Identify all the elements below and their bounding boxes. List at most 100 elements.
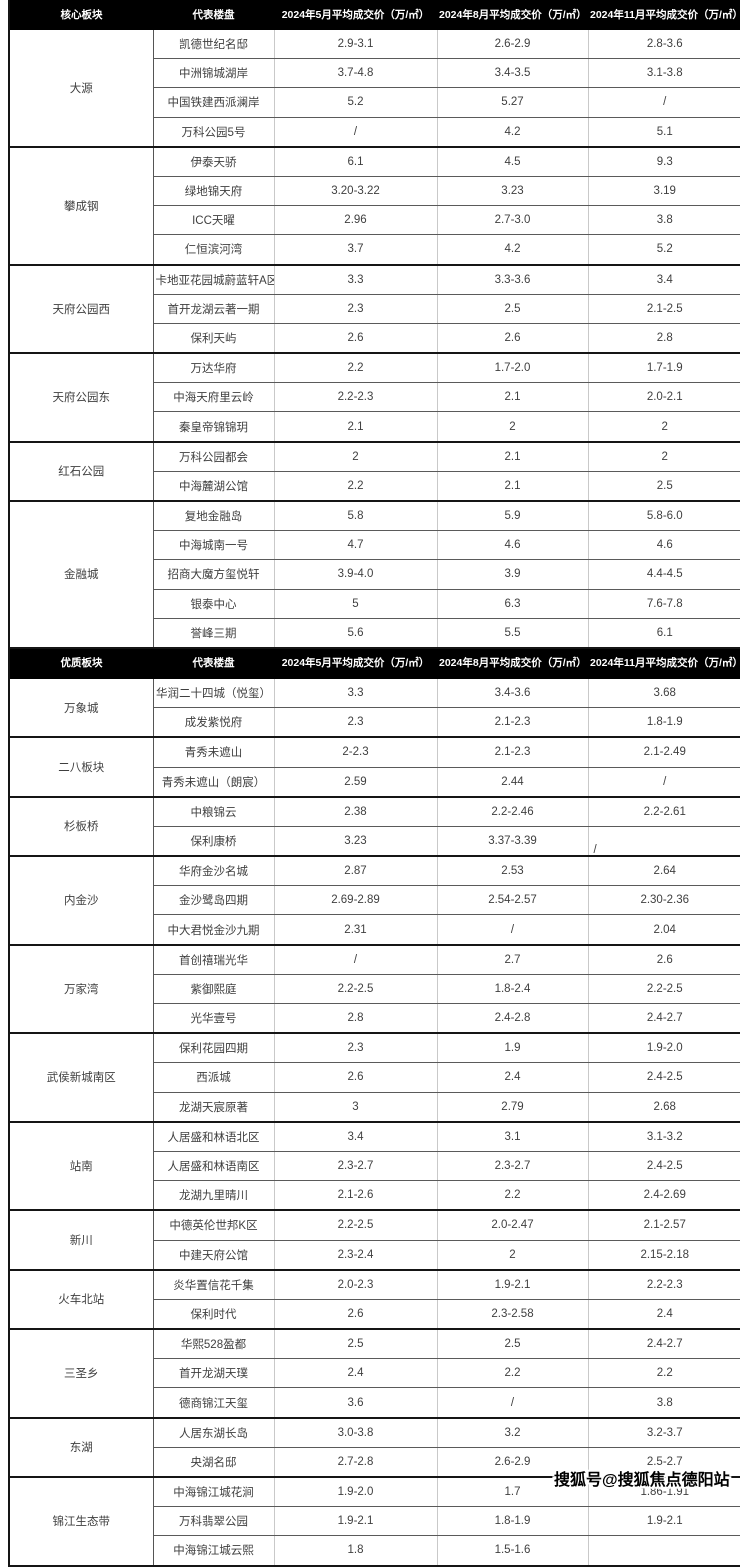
price-aug-cell: 2.54-2.57 (436, 885, 588, 916)
header-area: 核心板块 (9, 0, 153, 30)
header-may: 2024年5月平均成交价（万/㎡） (274, 647, 437, 679)
price-nov-cell: 2.1-2.5 (587, 294, 740, 324)
property-cell: 紫御熙庭 (153, 974, 274, 1005)
price-nov-cell: 6.1 (587, 618, 740, 649)
price-may-cell: 3.0-3.8 (273, 1417, 437, 1448)
property-cell: 青秀未遮山 (153, 737, 274, 768)
price-aug-cell: 2 (436, 1240, 588, 1271)
property-cell: 银泰中心 (153, 589, 274, 619)
price-may-cell: 3.3 (273, 678, 437, 709)
table-row: 西派城 2.6 2.4 2.4-2.5 (9, 1062, 740, 1093)
price-nov-cell: 2.0-2.1 (587, 382, 740, 413)
price-may-cell: 2.69-2.89 (273, 885, 437, 916)
price-may-cell: 2.5 (273, 1329, 437, 1360)
area-cell: 天府公园东 (9, 353, 154, 443)
price-nov-cell: 2.4-2.7 (587, 1329, 740, 1360)
price-nov-cell (587, 1535, 740, 1567)
price-may-cell: 1.9-2.0 (273, 1477, 437, 1508)
table-row: 金沙鹭岛四期 2.69-2.89 2.54-2.57 2.30-2.36 (9, 885, 740, 916)
property-cell: 青秀未遮山（朗宸） (153, 767, 274, 798)
property-cell: 华润二十四城（悦玺） (153, 678, 274, 709)
price-aug-cell: 2.44 (436, 767, 588, 798)
price-aug-cell: 4.2 (436, 234, 588, 266)
area-cell: 红石公园 (9, 441, 154, 503)
pricing-table-container: 核心板块 代表楼盘 2024年5月平均成交价（万/㎡） 2024年8月平均成交价（万/… (8, 0, 740, 1567)
price-nov-cell: 3.19 (587, 176, 740, 207)
header-aug: 2024年8月平均成交价（万/㎡） (437, 647, 588, 679)
price-aug-cell: 3.3-3.6 (436, 264, 588, 295)
area-cell: 新川 (9, 1210, 154, 1271)
price-aug-cell: 2.5 (436, 294, 588, 324)
price-aug-cell: 2.2-2.46 (436, 796, 588, 827)
property-cell: 伊泰天骄 (153, 146, 274, 177)
property-cell: 保利花园四期 (153, 1033, 274, 1064)
price-aug-cell: 3.4-3.5 (436, 58, 588, 89)
area-cell: 万象城 (9, 678, 154, 739)
price-may-cell: 1.8 (273, 1535, 437, 1567)
price-aug-cell: 2.6-2.9 (436, 1447, 588, 1478)
price-aug-cell: 2.3-2.58 (436, 1299, 588, 1331)
price-aug-cell: 3.2 (436, 1417, 588, 1448)
price-aug-cell: 2.4-2.8 (436, 1003, 588, 1035)
table-row: 人居盛和林语南区 2.3-2.7 2.3-2.7 2.4-2.5 (9, 1151, 740, 1182)
price-may-cell: 2.3 (273, 707, 437, 739)
price-aug-cell: 1.8-2.4 (436, 974, 588, 1005)
price-nov-cell: 2 (587, 411, 740, 443)
price-may-cell: 3.4 (273, 1121, 437, 1152)
header-aug: 2024年8月平均成交价（万/㎡） (437, 0, 588, 30)
property-cell: 复地金融岛 (153, 501, 274, 532)
price-nov-cell: 1.7-1.9 (587, 353, 740, 384)
price-aug-cell: 4.5 (436, 146, 588, 177)
price-nov-cell: / (587, 767, 740, 798)
table-row: 二八板块 青秀未遮山 2-2.3 2.1-2.3 2.1-2.49 (9, 737, 740, 798)
price-aug-cell: 4.2 (436, 117, 588, 148)
price-nov-cell: 2.4-2.5 (587, 1151, 740, 1182)
property-cell: 誉峰三期 (153, 618, 274, 649)
property-cell: 首开龙湖云著一期 (153, 294, 274, 324)
property-cell: 万科翡翠公园 (153, 1506, 274, 1537)
area-cell: 内金沙 (9, 856, 154, 946)
table-row: 东湖 人居东湖长岛 3.0-3.8 3.2 3.2-3.7 (9, 1417, 740, 1479)
price-may-cell: 2.3-2.4 (273, 1240, 437, 1271)
table-row: 中大君悦金沙九期 2.31/2.04 (9, 914, 740, 946)
price-nov-cell: 4.4-4.5 (587, 559, 740, 590)
price-nov-cell: 3.2-3.7 (587, 1417, 740, 1448)
price-may-cell: 3.7-4.8 (273, 58, 437, 89)
property-cell: 保利康桥 (153, 826, 274, 858)
property-cell: 成发紫悦府 (153, 707, 274, 739)
price-may-cell: 2-2.3 (273, 737, 437, 768)
area-cell: 锦江生态带 (9, 1477, 154, 1567)
table-row: 攀成钢 伊泰天骄 6.1 4.5 9.3 (9, 146, 740, 266)
price-nov-cell: 2 (587, 441, 740, 472)
price-may-cell: 2.2-2.3 (273, 382, 437, 413)
price-may-cell: 6.1 (273, 146, 437, 177)
area-cell: 天府公园西 (9, 264, 154, 355)
property-cell: 万科公园都会 (153, 441, 274, 472)
price-aug-cell: / (436, 1387, 588, 1419)
table-row: 杉板桥 中粮锦云 2.38 2.2-2.46 2.2-2.61 (9, 796, 740, 858)
property-cell: 德商锦江天玺 (153, 1387, 274, 1419)
price-aug-cell: 6.3 (436, 589, 588, 619)
area-cell: 万家湾 (9, 944, 154, 1035)
price-may-cell: 3.9-4.0 (273, 559, 437, 590)
property-cell: 秦皇帝锦锦玥 (153, 411, 274, 443)
price-aug-cell: 2.1 (436, 441, 588, 472)
property-cell: 中洲锦城湖岸 (153, 58, 274, 89)
price-aug-cell: 1.8-1.9 (436, 1506, 588, 1537)
price-aug-cell: 3.9 (436, 559, 588, 590)
price-may-cell: 3.23 (273, 826, 437, 858)
price-may-cell: 2.87 (273, 856, 437, 887)
property-cell: 万达华府 (153, 353, 274, 384)
header-nov: 2024年11月平均成交价（万/㎡） (588, 647, 740, 679)
price-aug-cell: 2 (436, 411, 588, 443)
price-aug-cell: 2.1 (436, 382, 588, 413)
table-row: 火车北站 炎华置信花千集 2.0-2.3 1.9-2.1 2.2-2.3 (9, 1269, 740, 1331)
price-nov-cell: 3.8 (587, 1387, 740, 1419)
area-cell: 火车北站 (9, 1269, 154, 1331)
price-may-cell: 2.2-2.5 (273, 974, 437, 1005)
price-aug-cell: 1.5-1.6 (436, 1535, 588, 1567)
price-nov-cell: 2.15-2.18 (587, 1240, 740, 1271)
price-nov-cell: 9.3 (587, 146, 740, 177)
property-cell: 中海天府里云岭 (153, 382, 274, 413)
table-row: 万家湾 首创禧瑞光华/2.7 2.6 (9, 944, 740, 1035)
